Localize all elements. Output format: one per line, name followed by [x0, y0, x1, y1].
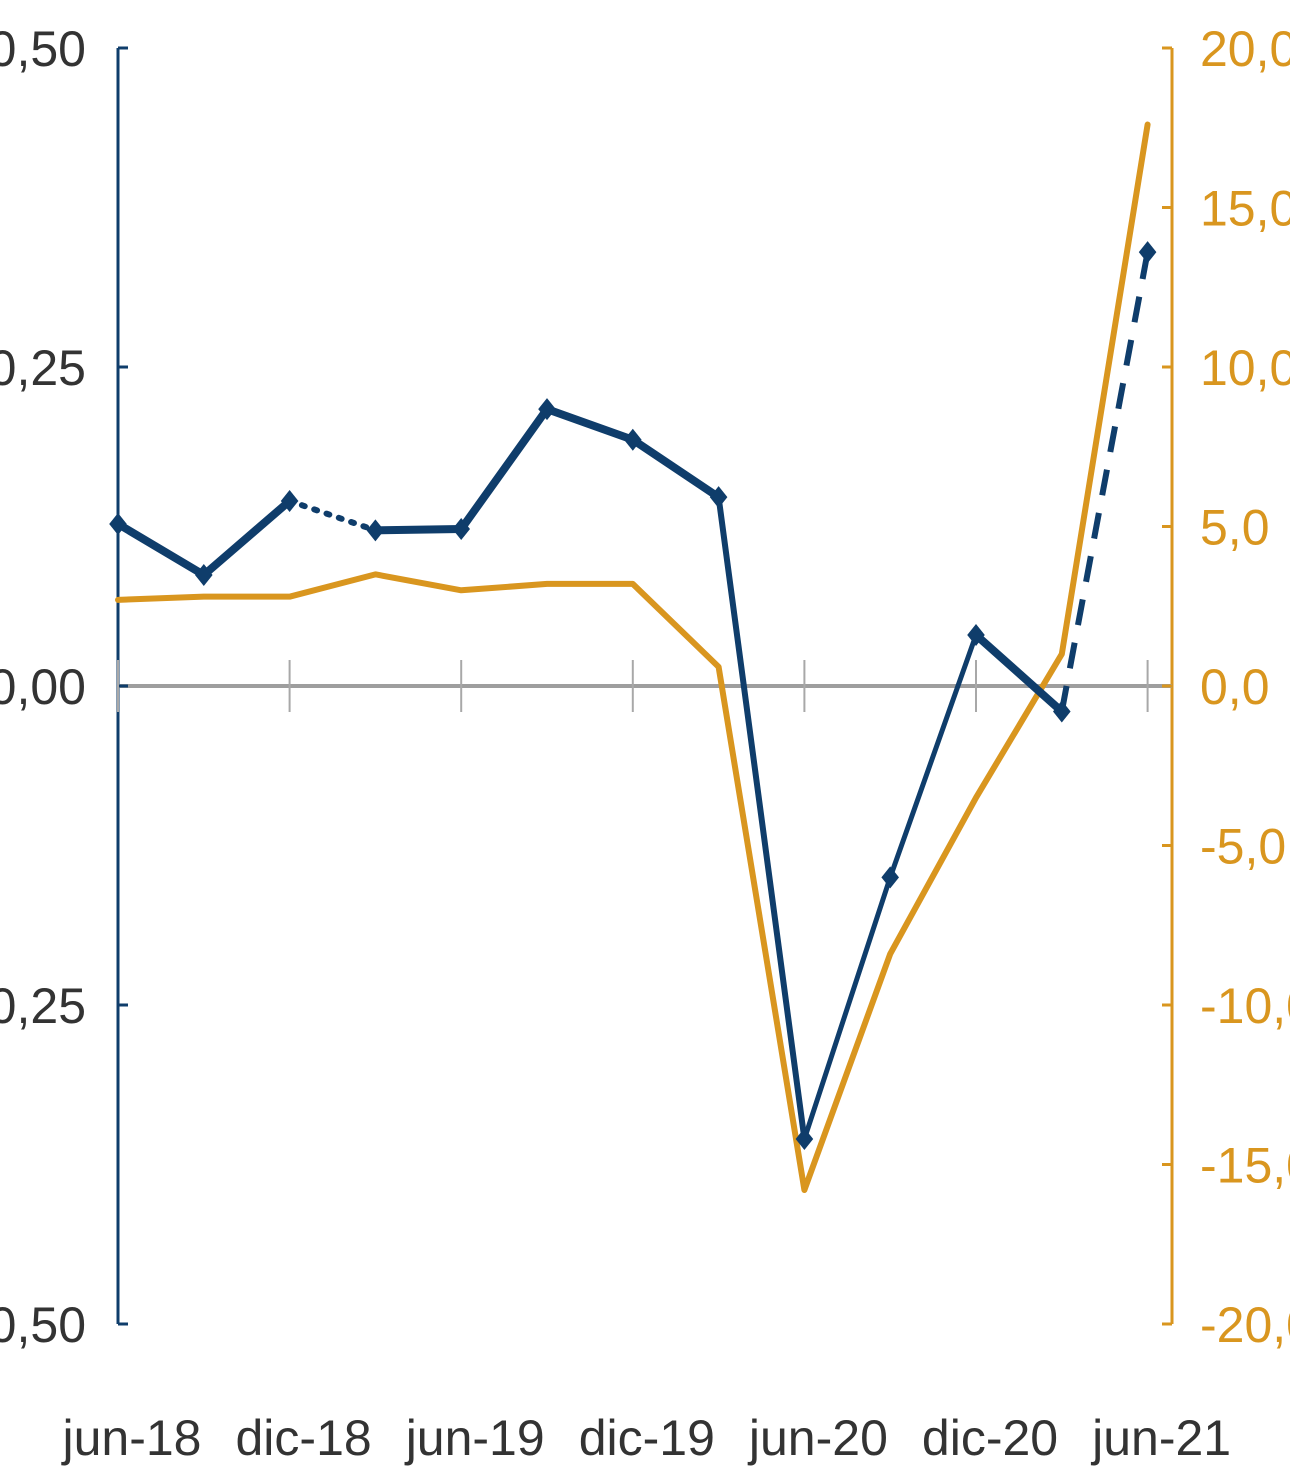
left-tick-label: -0,25 — [0, 978, 86, 1034]
blue-series-marker — [624, 428, 642, 451]
x-tick-label: jun-18 — [61, 1410, 202, 1466]
x-tick-label: dic-19 — [579, 1410, 715, 1466]
orange-series-line — [115, 121, 1151, 1194]
blue-series-marker — [1053, 700, 1071, 723]
right-tick-label: 20,0 — [1200, 21, 1290, 77]
x-axis-ticks: jun-18 dic-18 jun-19 dic-19 jun-20 dic-20 jun-… — [61, 660, 1231, 1466]
blue-series-segment — [801, 874, 893, 1142]
x-tick-label: dic-20 — [922, 1410, 1058, 1466]
right-tick-label: 15,0 — [1200, 181, 1290, 237]
left-axis-ticks: 0,50 0,25 0,00 -0,25 -0,50 — [0, 21, 128, 1353]
right-tick-label: 5,0 — [1200, 500, 1270, 556]
blue-series-marker — [109, 512, 127, 535]
left-tick-label: 0,00 — [0, 659, 86, 715]
blue-series-segment — [972, 630, 1066, 716]
right-axis-ticks: 20,0 15,0 10,0 5,0 0,0 -5,0 -10,0 -15,0 -20,0 — [1162, 21, 1290, 1353]
x-tick-label: dic-18 — [236, 1410, 372, 1466]
blue-series-marker — [795, 1127, 814, 1150]
right-tick-label: -5,0 — [1200, 819, 1286, 875]
blue-series-marker — [881, 866, 899, 889]
blue-series-marker — [280, 489, 299, 512]
blue-series-segment — [628, 435, 723, 502]
right-tick-label: 0,0 — [1200, 659, 1270, 715]
blue-series-marker — [452, 518, 470, 541]
left-tick-label: -0,50 — [0, 1297, 86, 1353]
blue-series-segment — [371, 525, 466, 535]
axes — [116, 48, 1174, 1324]
blue-series-segment — [715, 494, 808, 1142]
blue-series-marker — [709, 486, 728, 509]
left-tick-label: 0,50 — [0, 21, 86, 77]
blue-series — [109, 241, 1157, 1150]
x-tick-label: jun-20 — [747, 1410, 888, 1466]
right-tick-label: -15,0 — [1200, 1138, 1290, 1194]
blue-series-marker — [967, 623, 985, 646]
blue-series-segment — [199, 496, 294, 579]
left-tick-label: 0,25 — [0, 340, 86, 396]
blue-series-segment — [457, 405, 551, 534]
x-tick-label: jun-19 — [404, 1410, 545, 1466]
blue-series-marker — [538, 398, 556, 421]
blue-series-marker — [366, 519, 385, 542]
right-tick-label: 10,0 — [1200, 340, 1290, 396]
x-tick-label: jun-21 — [1090, 1410, 1231, 1466]
blue-series-marker — [195, 563, 213, 586]
blue-series-segment — [1058, 251, 1151, 713]
blue-series-segment — [887, 632, 979, 880]
blue-series-segment — [286, 497, 379, 534]
orange-series — [115, 121, 1151, 1194]
blue-series-marker — [1138, 241, 1157, 264]
blue-series-segment — [114, 519, 208, 579]
right-tick-label: -10,0 — [1200, 978, 1290, 1034]
blue-series-segment — [543, 405, 637, 444]
right-tick-label: -20,0 — [1200, 1297, 1290, 1353]
